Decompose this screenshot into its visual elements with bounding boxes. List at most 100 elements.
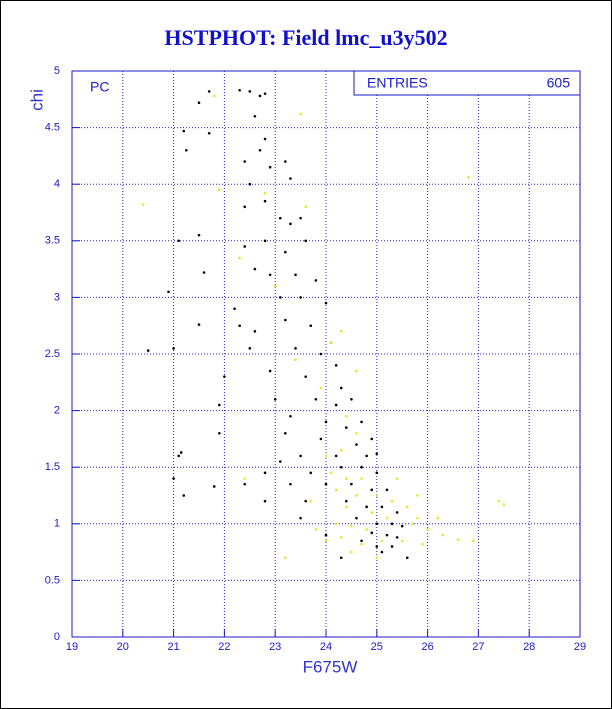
x-axis-label: F675W <box>303 657 358 676</box>
point <box>309 499 313 503</box>
point <box>380 539 384 543</box>
point <box>497 499 501 503</box>
point <box>319 352 323 356</box>
point <box>179 451 183 454</box>
stats-box <box>353 70 581 96</box>
point <box>375 452 379 455</box>
point <box>263 499 267 503</box>
point <box>411 522 414 526</box>
point <box>185 148 188 152</box>
point <box>243 205 247 209</box>
point <box>248 90 252 93</box>
point <box>360 542 363 546</box>
point <box>334 403 338 407</box>
point <box>268 273 272 277</box>
point <box>309 324 313 328</box>
point <box>380 505 384 509</box>
point <box>385 516 389 520</box>
point <box>345 505 348 509</box>
point <box>248 347 252 350</box>
point <box>390 499 394 503</box>
point <box>146 349 150 352</box>
point <box>395 511 399 514</box>
point <box>218 403 221 407</box>
chart-title: HSTPHOT: Field lmc_u3y502 <box>164 25 447 50</box>
point <box>263 199 267 203</box>
point <box>395 536 399 539</box>
point <box>472 539 475 543</box>
point <box>284 318 287 322</box>
x-tick-label: 22 <box>218 641 230 653</box>
point <box>197 233 201 237</box>
point <box>253 330 257 333</box>
point <box>355 431 358 435</box>
point <box>233 307 236 311</box>
y-tick-label: 1 <box>54 518 60 530</box>
point <box>212 485 216 488</box>
point <box>218 431 221 435</box>
point <box>370 531 374 535</box>
point <box>375 494 379 497</box>
point <box>390 522 394 526</box>
point <box>284 250 287 254</box>
y-tick-label: 3 <box>54 291 60 303</box>
y-axis-label: chi <box>27 89 46 111</box>
y-tick-label: 0.5 <box>45 574 60 586</box>
point <box>263 191 267 195</box>
point <box>365 454 368 458</box>
point <box>350 482 353 486</box>
point <box>197 101 201 104</box>
point <box>350 524 353 528</box>
point <box>273 284 277 288</box>
point <box>197 323 201 326</box>
x-tick-label: 20 <box>117 641 129 653</box>
point <box>345 499 348 503</box>
point <box>294 347 297 350</box>
point <box>456 538 460 541</box>
point <box>324 482 328 486</box>
point <box>207 131 211 135</box>
point <box>309 471 313 475</box>
point <box>212 94 216 98</box>
point <box>385 533 389 537</box>
x-tick-label: 26 <box>421 641 433 653</box>
stats-value: 605 <box>547 75 571 91</box>
point <box>416 516 419 520</box>
point <box>177 454 180 458</box>
point <box>375 471 379 475</box>
point <box>294 358 297 361</box>
point <box>253 114 257 118</box>
point <box>273 397 277 401</box>
point <box>360 477 363 480</box>
point <box>268 165 272 169</box>
point <box>314 279 318 282</box>
point <box>370 511 374 514</box>
point <box>345 477 348 480</box>
point <box>299 296 302 299</box>
x-tick-label: 28 <box>523 641 535 653</box>
point <box>385 488 389 492</box>
point <box>314 528 318 531</box>
point <box>400 524 404 528</box>
x-tick-label: 25 <box>371 641 383 653</box>
point <box>172 347 175 350</box>
point <box>238 256 241 260</box>
point <box>294 273 297 277</box>
point <box>375 522 379 526</box>
point <box>284 556 287 560</box>
point <box>304 375 307 378</box>
point <box>299 454 302 458</box>
point <box>289 222 292 226</box>
point <box>329 471 333 475</box>
point <box>263 92 267 95</box>
y-tick-label: 2.5 <box>45 348 60 360</box>
point <box>400 539 404 543</box>
point <box>324 454 328 458</box>
point <box>360 420 363 424</box>
point <box>258 148 262 152</box>
y-tick-label: 0 <box>54 631 60 643</box>
y-tick-label: 1.5 <box>45 461 60 473</box>
point <box>319 437 323 441</box>
annotation: PC <box>90 79 109 95</box>
point <box>258 94 262 98</box>
